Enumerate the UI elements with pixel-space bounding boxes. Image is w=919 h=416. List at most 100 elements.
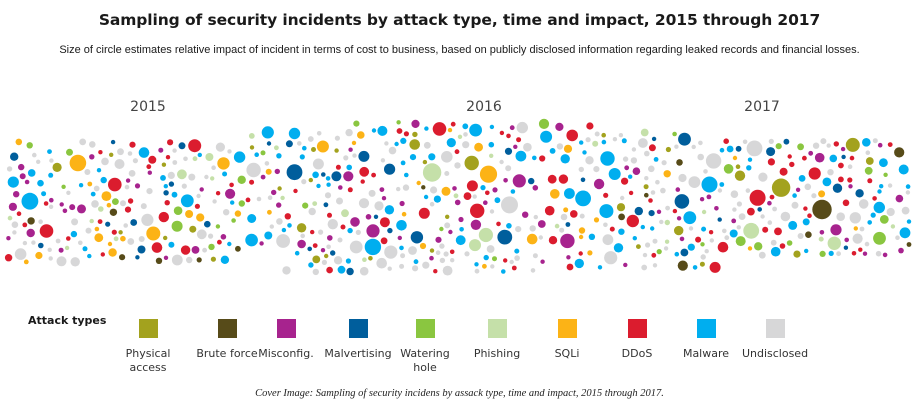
incident-bubble: [506, 133, 511, 139]
incident-bubble: [734, 170, 746, 181]
incident-bubble: [492, 256, 497, 262]
incident-bubble: [862, 251, 868, 256]
legend-item-sqli: SQLi: [522, 319, 612, 361]
incident-bubble: [701, 226, 707, 232]
incident-bubble: [380, 158, 386, 163]
incident-bubble: [119, 254, 126, 261]
incident-bubble: [18, 163, 25, 171]
incident-bubble: [396, 120, 401, 125]
incident-bubble: [538, 235, 543, 240]
incident-bubble: [700, 242, 705, 247]
incident-bubble: [49, 158, 54, 163]
incident-bubble: [66, 190, 71, 195]
incident-bubble: [463, 192, 472, 201]
incident-bubble: [515, 150, 527, 162]
incident-bubble: [683, 211, 697, 225]
incident-bubble: [479, 165, 498, 183]
incident-bubble: [623, 262, 628, 268]
incident-bubble: [360, 179, 365, 184]
incident-bubble: [588, 233, 596, 240]
incident-bubble: [12, 230, 17, 235]
incident-bubble: [618, 133, 624, 138]
incident-bubble: [172, 160, 178, 165]
incident-bubble: [749, 189, 766, 206]
incident-bubble: [516, 137, 522, 143]
incident-bubble: [312, 268, 319, 276]
incident-bubble: [82, 246, 88, 252]
incident-bubble: [59, 202, 64, 207]
incident-bubble: [264, 231, 273, 240]
incident-bubble: [6, 166, 13, 172]
incident-bubble: [644, 192, 649, 198]
incident-bubble: [138, 147, 150, 158]
incident-bubble: [845, 137, 860, 152]
incident-bubble: [399, 263, 405, 269]
incident-bubble: [879, 215, 889, 224]
incident-bubble: [563, 144, 573, 153]
incident-bubble: [586, 122, 594, 130]
incident-bubble: [21, 192, 39, 210]
incident-bubble: [394, 141, 399, 147]
incident-bubble: [499, 159, 504, 165]
incident-bubble: [357, 131, 365, 139]
incident-bubble: [663, 246, 669, 251]
incident-bubble: [478, 227, 493, 243]
incident-bubble: [111, 229, 117, 235]
incident-bubble: [327, 212, 332, 218]
incident-bubble: [547, 174, 557, 184]
incident-bubble: [844, 237, 849, 243]
incident-bubble: [674, 225, 684, 236]
incident-bubble: [706, 194, 712, 200]
incident-bubble: [630, 157, 638, 164]
incident-bubble: [770, 246, 781, 257]
incident-bubble: [746, 140, 763, 157]
incident-bubble: [687, 243, 695, 251]
incident-bubble: [640, 224, 645, 230]
legend-title: Attack types: [28, 314, 107, 327]
incident-bubble: [341, 209, 349, 218]
incident-bubble: [628, 190, 634, 196]
incident-bubble: [742, 139, 748, 145]
incident-bubble: [276, 202, 282, 208]
incident-bubble: [364, 238, 382, 256]
incident-bubble: [127, 198, 134, 204]
incident-bubble: [514, 255, 520, 261]
incident-bubble: [642, 252, 648, 258]
incident-bubble: [450, 121, 456, 127]
incident-bubble: [905, 190, 911, 195]
incident-bubble: [454, 149, 460, 155]
incident-bubble: [699, 261, 705, 267]
incident-bubble: [205, 153, 214, 161]
incident-bubble: [302, 202, 309, 209]
incident-bubble: [120, 200, 126, 207]
incident-bubble: [164, 200, 170, 206]
incident-bubble: [704, 249, 709, 254]
incident-bubble: [664, 219, 670, 226]
incident-bubble: [188, 139, 202, 153]
incident-bubble: [632, 167, 641, 175]
legend-label-malvertising: Malvertising: [324, 347, 392, 360]
incident-bubble: [215, 224, 221, 229]
legend-label-ddos: DDoS: [621, 347, 653, 360]
incident-bubble: [321, 259, 327, 265]
incident-bubble: [842, 199, 850, 207]
incident-bubble: [597, 265, 603, 270]
incident-bubble: [43, 201, 49, 206]
incident-bubble: [336, 197, 343, 205]
incident-bubble: [735, 145, 742, 152]
incident-bubble: [622, 156, 629, 162]
incident-bubble: [48, 172, 54, 178]
incident-bubble: [560, 213, 568, 221]
incident-bubble: [447, 127, 453, 133]
incident-bubble: [112, 198, 119, 206]
incident-bubble: [245, 233, 258, 247]
incident-bubble: [334, 135, 340, 141]
incident-bubble: [158, 147, 164, 153]
incident-bubble: [267, 195, 273, 200]
incident-bubble: [840, 146, 846, 152]
incident-bubble: [312, 201, 318, 207]
incident-bubble: [757, 207, 762, 212]
incident-bubble: [579, 140, 584, 145]
incident-bubble: [223, 209, 230, 216]
